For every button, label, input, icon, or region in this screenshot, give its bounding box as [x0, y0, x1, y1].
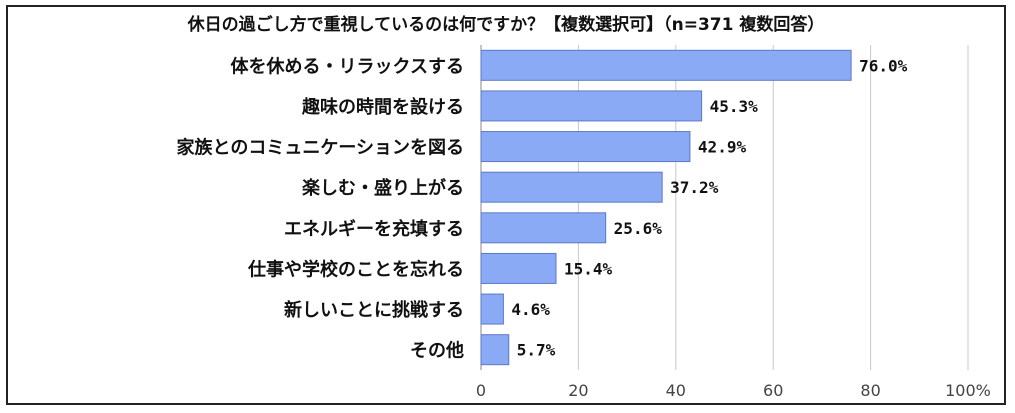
bar: [480, 131, 691, 163]
value-label: 76.0%: [859, 56, 908, 75]
value-label: 37.2%: [670, 178, 719, 197]
value-label: 5.7%: [517, 341, 556, 360]
bar: [480, 252, 557, 284]
category-label: 楽しむ・盛り上がる: [302, 177, 464, 199]
value-label: 15.4%: [564, 259, 613, 278]
category-label: その他: [410, 340, 464, 362]
bar: [480, 171, 663, 203]
bar: [480, 334, 510, 366]
value-label: 4.6%: [511, 300, 550, 319]
chart-title: 休日の過ごし方で重視しているのは何ですか？【複数選択可】（n=371 複数回答）: [187, 15, 825, 35]
category-label: 趣味の時間を設ける: [301, 96, 464, 118]
category-label: 新しいことに挑戦する: [284, 299, 464, 321]
category-label: 体を休める・リラックスする: [231, 55, 464, 77]
x-tick-label: 80: [860, 381, 880, 400]
x-tick-label: 20: [568, 381, 588, 400]
bar: [480, 212, 607, 244]
x-tick-label: 0: [476, 381, 486, 400]
category-label: エネルギーを充填する: [284, 218, 464, 240]
category-label: 仕事や学校のことを忘れる: [247, 258, 464, 280]
bar: [480, 293, 504, 325]
value-label: 45.3%: [710, 97, 759, 116]
bar: [480, 90, 703, 122]
x-tick-label: 100%: [945, 381, 991, 400]
value-label: 42.9%: [698, 138, 747, 157]
value-label: 25.6%: [614, 219, 663, 238]
x-tick-label: 60: [763, 381, 783, 400]
x-tick-label: 40: [666, 381, 686, 400]
bar: [480, 49, 852, 81]
category-label: 家族とのコミュニケーションを図る: [177, 137, 464, 159]
